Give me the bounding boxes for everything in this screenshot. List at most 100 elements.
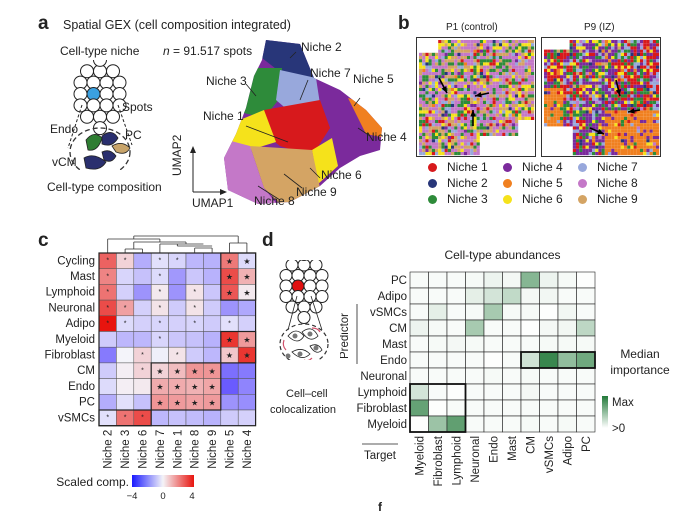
spot: [303, 290, 317, 303]
scaled-composition-heatmap: Cycling * * * * ★ ★ Mast * * ★ ★ Lymphoid * * * ★ ★ Neuron…: [45, 235, 257, 502]
legend-swatch: [428, 162, 437, 172]
significance-mark: ★: [243, 335, 250, 344]
significance-mark: *: [124, 415, 127, 422]
significance-mark: ★: [174, 383, 181, 392]
heatmap-cell: [557, 415, 577, 433]
niche-leader-lines: [245, 51, 371, 201]
niche-1-region: [260, 100, 330, 156]
heatmap-cell: [502, 287, 522, 305]
heatmap-cell: [520, 367, 540, 385]
heatmap-cell: [237, 409, 256, 426]
legend-item-niche-8: Niche 8: [578, 176, 638, 190]
row-label-endo: Endo: [68, 381, 95, 393]
heatmap-cell: [502, 367, 522, 385]
colocalization-illustration: [279, 260, 329, 360]
heatmap-cell: [428, 303, 448, 321]
niche-legend: Niche 1 Niche 2 Niche 3 Niche 4 Niche 5 Niche…: [428, 160, 688, 210]
legend-item-niche-6: Niche 6: [503, 192, 563, 206]
heatmap-cell: [133, 299, 152, 317]
row-label-myeloid: Myeloid: [55, 334, 95, 346]
p1-title: P1 (control): [446, 22, 498, 33]
legend-title-line-2: importance: [610, 363, 670, 377]
significance-mark: ★: [191, 367, 198, 376]
heatmap-cell: [465, 367, 485, 385]
heatmap-cell: [98, 362, 117, 379]
endo-cell-icon: [85, 134, 103, 151]
heatmap-cell: [539, 399, 559, 417]
heatmap-cell: [483, 383, 503, 401]
spot-grid-icon: [279, 260, 329, 324]
heatmap-cell: [557, 319, 577, 337]
n-value: = 91.517 spots: [173, 44, 253, 58]
heatmap-cell: [446, 415, 466, 433]
heatmap-cell: [446, 303, 466, 321]
heatmap-cell: [502, 351, 522, 369]
heatmap-cell: [203, 284, 222, 301]
arrowhead-icon: [470, 110, 476, 117]
legend-label: Niche 6: [522, 192, 563, 206]
cells-icon: [287, 328, 323, 358]
heatmap-cell: [116, 394, 135, 411]
significance-mark: ★: [156, 398, 163, 407]
row-label-cm: CM: [77, 365, 95, 377]
niche-6-region: [312, 138, 338, 184]
row-label-mast: Mast: [70, 271, 96, 283]
significance-mark: *: [124, 258, 127, 265]
heatmap-cell: [576, 271, 596, 289]
cell-neighborhood-outline: [279, 323, 329, 360]
niche-7-region: [276, 70, 320, 112]
heatmap-cell: [446, 399, 466, 417]
spot-grid-icon: [73, 60, 127, 136]
spot: [285, 300, 299, 314]
heatmap-cell: [98, 331, 117, 348]
column-label-niche-8: Niche 8: [190, 430, 202, 469]
umap-regions: [224, 40, 382, 204]
heatmap-cell: [428, 271, 448, 289]
heatmap-cell: [428, 383, 448, 401]
heatmap-cell: [409, 383, 429, 401]
arrowhead-icon: [475, 91, 482, 98]
heatmap-cell: [483, 367, 503, 385]
significance-mark: ★: [243, 288, 250, 297]
heatmap-cell: [520, 383, 540, 401]
zoom-line-right: [310, 295, 323, 331]
cell-cluster-outline: [69, 127, 131, 170]
target-label-vsmcs: vSMCs: [544, 436, 556, 473]
spot: [291, 290, 305, 303]
row-label-vsmcs: vSMCs: [58, 412, 95, 424]
heatmap-cell: [409, 415, 429, 433]
predictor-label-pc: PC: [391, 275, 407, 287]
significance-mark: ★: [174, 398, 181, 407]
colorbar-label: Scaled comp.: [56, 475, 129, 489]
niche-2-annotation: Niche 2: [301, 40, 342, 54]
heatmap-cell: [116, 362, 135, 379]
heatmap-cell: [539, 303, 559, 321]
heatmap-cell: [502, 415, 522, 433]
heatmap-cell: [483, 287, 503, 305]
heatmap-cell: [446, 367, 466, 385]
heatmap-cell: [203, 409, 222, 426]
heatmap-cell: [237, 299, 256, 317]
heatmap-cell: [150, 346, 169, 364]
niche-1-annotation: Niche 1: [203, 109, 244, 123]
target-label-endo: Endo: [488, 436, 500, 463]
heatmap-cell: [133, 268, 152, 285]
vcm-cell-icon: [101, 132, 119, 146]
spot-niche-illustration: [67, 60, 133, 170]
heatmap-cell: [133, 394, 152, 411]
legend-title-line-1: Median: [620, 347, 659, 361]
heatmap-cell: [483, 303, 503, 321]
heatmap-cell: [502, 399, 522, 417]
heatmap-cell: [428, 287, 448, 305]
legend-swatch: [428, 178, 437, 188]
heatmap-cell: [483, 351, 503, 369]
heatmap-cell: [185, 346, 204, 364]
colocalization-label: colocalization: [270, 404, 337, 416]
column-dendrogram: [107, 235, 248, 253]
significance-mark: ★: [209, 383, 216, 392]
column-label-niche-4: Niche 4: [242, 429, 254, 469]
legend-swatch: [578, 178, 587, 188]
umap1-label: UMAP1: [192, 196, 234, 210]
heatmap-cell: [133, 331, 152, 348]
significance-mark: *: [159, 336, 162, 343]
